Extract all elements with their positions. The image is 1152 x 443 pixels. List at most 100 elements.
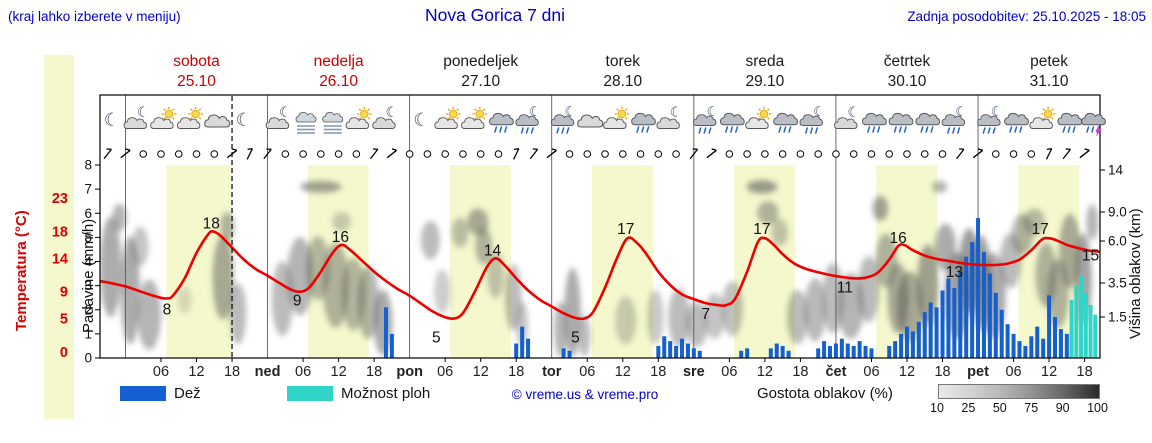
temperature-value-label: 16: [332, 229, 349, 246]
storm-icon: [1081, 112, 1106, 137]
time-tick-label: 18: [366, 364, 382, 380]
time-tick-label: 18: [792, 364, 808, 380]
time-tick-label: 18: [224, 364, 240, 380]
sun-cloud-icon: [461, 106, 488, 129]
wind-calm-icon: [299, 150, 307, 158]
moon-icon: ☾: [707, 104, 719, 119]
cloud-density-scale: [938, 384, 1100, 399]
last-updated: Zadnja posodobitev: 25.10.2025 - 18:05: [907, 9, 1146, 24]
precip-axis-title: Padavine (mm/h): [80, 218, 97, 333]
day-header-sreda: sreda 29.10: [745, 52, 784, 92]
wind-calm-icon: [938, 150, 947, 158]
time-tick-label: 06: [437, 364, 453, 380]
rain-legend-swatch: [120, 386, 166, 401]
cloud-density-ticks: 10 25 50 75 90 100: [930, 401, 1108, 415]
moon-icon: ☾: [386, 105, 399, 121]
shower-bars: [1069, 275, 1098, 358]
cloud-rain-icon: [915, 112, 941, 133]
temperature-value-label: 17: [617, 221, 634, 238]
temperature-value-label: 7: [701, 306, 710, 323]
wind-calm-icon: [192, 150, 201, 158]
wind-barb-icon: [120, 148, 131, 159]
cloud-tick-label: 6.0: [1108, 234, 1127, 249]
time-tick-label: 12: [473, 364, 489, 380]
precip-tick-label: 4: [84, 254, 92, 269]
rain-legend-label: Dež: [174, 385, 201, 402]
moon-icon: ☾: [413, 109, 430, 130]
sun-icon: [472, 106, 488, 122]
wind-calm-icon: [654, 150, 663, 158]
wind-calm-icon: [583, 150, 592, 158]
sun-icon: [756, 106, 772, 122]
moon-cloud-icon: ☾: [265, 105, 292, 129]
wind-calm-icon: [672, 150, 680, 158]
day-date: 27.10: [461, 73, 501, 90]
day-header-torek: torek 28.10: [603, 52, 642, 92]
temperature-value-label: 15: [1082, 248, 1099, 265]
cloud-tick-label: 1.5: [1108, 310, 1127, 325]
rain-bars: [383, 218, 1069, 358]
time-tick-label: 12: [615, 364, 631, 380]
wind-barb-icon: [972, 148, 984, 159]
sun-cloud-icon: [176, 106, 203, 129]
temperature-value-label: 9: [293, 293, 302, 310]
cloud-rain-icon: [1004, 112, 1029, 133]
cloud-icon: [204, 114, 231, 128]
wind-calm-icon: [867, 150, 876, 158]
moon-icon: ☾: [529, 104, 541, 119]
day-abbrev-label: pet: [967, 364, 989, 380]
day-header-sobota: sobota 25.10: [173, 52, 220, 92]
day-date: 28.10: [603, 73, 643, 90]
temperature-value-label: 5: [571, 330, 580, 347]
wind-calm-icon: [849, 150, 858, 158]
wind-calm-icon: [334, 150, 343, 158]
wind-barb-icon: [246, 147, 254, 160]
wind-calm-icon: [352, 150, 361, 158]
density-tick-label: 100: [1087, 401, 1108, 415]
moon-icon: ☾: [413, 109, 430, 130]
moon-rain-icon: ☾: [941, 104, 967, 134]
cloud-tick-label: 9.0: [1108, 205, 1127, 220]
moon-rain-icon: ☾: [799, 104, 825, 134]
temperature-value-label: 8: [163, 301, 172, 318]
cloud-rain-icon: [1057, 112, 1083, 133]
wind-calm-icon: [494, 150, 503, 158]
density-tick-label: 90: [1055, 401, 1070, 415]
cloud-tick-label: 14: [1108, 163, 1124, 178]
temperature-tick-label: 5: [60, 312, 68, 328]
weather-icons: ☾ ☾ ☾ ☾ ☾ ☾ ☾ ☾ ☾ ☾ ☾ ☾ ☾ ☾: [104, 104, 1106, 137]
wind-calm-icon: [565, 150, 574, 158]
precip-tick-label: 3: [84, 278, 92, 293]
precip-tick-label: 1: [84, 326, 92, 341]
day-date: 31.10: [1029, 73, 1069, 90]
cloud-icon: [577, 114, 604, 128]
time-tick-label: 06: [863, 364, 879, 380]
copyright-link[interactable]: © vreme.us & vreme.pro: [511, 387, 659, 402]
day-header-ponedeljek: ponedeljek 27.10: [443, 52, 518, 92]
cloud-rain-icon: [489, 112, 514, 133]
temperature-value-label: 17: [753, 221, 770, 238]
shower-legend-swatch: [287, 386, 333, 401]
moon-rain-icon: ☾: [550, 104, 577, 134]
precip-tick-label: 0: [84, 351, 92, 366]
wind-calm-icon: [920, 150, 929, 158]
moon-icon: ☾: [236, 109, 253, 130]
moon-cloud-icon: ☾: [372, 105, 399, 129]
wind-barb-icon: [706, 148, 717, 159]
time-tick-label: 12: [188, 364, 204, 380]
wind-row: [103, 147, 1090, 160]
sun-cloud-icon: [1029, 106, 1056, 129]
wind-barb-icon: [529, 148, 539, 160]
wind-barb-icon: [956, 148, 965, 160]
day-date: 26.10: [319, 73, 358, 90]
cloud-rain-icon: [631, 112, 656, 133]
moon-rain-icon: ☾: [977, 104, 1003, 134]
time-tick-label: 06: [1005, 364, 1021, 380]
wind-calm-icon: [139, 150, 148, 158]
wind-calm-icon: [903, 150, 911, 158]
sun-icon: [188, 106, 203, 122]
day-abbrev-label: čet: [825, 364, 846, 380]
precip-axis: 8 7 6 5 4 3 2 1 0: [84, 158, 100, 366]
moon-icon: ☾: [104, 109, 121, 130]
